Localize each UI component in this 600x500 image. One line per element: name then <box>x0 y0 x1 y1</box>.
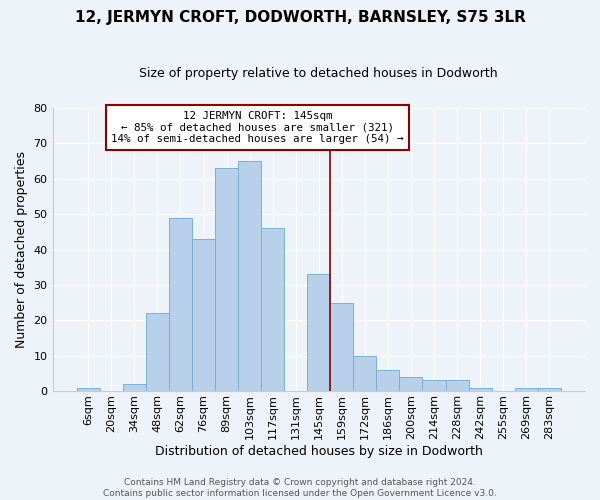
Bar <box>330 302 353 391</box>
Bar <box>376 370 400 391</box>
Bar <box>123 384 146 391</box>
Bar <box>238 161 261 391</box>
Bar <box>422 380 446 391</box>
Bar <box>77 388 100 391</box>
Bar <box>538 388 561 391</box>
Bar <box>469 388 491 391</box>
Bar <box>307 274 330 391</box>
Bar <box>261 228 284 391</box>
Bar <box>515 388 538 391</box>
X-axis label: Distribution of detached houses by size in Dodworth: Distribution of detached houses by size … <box>155 444 483 458</box>
Text: 12, JERMYN CROFT, DODWORTH, BARNSLEY, S75 3LR: 12, JERMYN CROFT, DODWORTH, BARNSLEY, S7… <box>74 10 526 25</box>
Text: 12 JERMYN CROFT: 145sqm
← 85% of detached houses are smaller (321)
14% of semi-d: 12 JERMYN CROFT: 145sqm ← 85% of detache… <box>111 111 404 144</box>
Bar <box>192 239 215 391</box>
Bar <box>353 356 376 391</box>
Bar <box>146 313 169 391</box>
Bar <box>169 218 192 391</box>
Bar <box>215 168 238 391</box>
Text: Contains HM Land Registry data © Crown copyright and database right 2024.
Contai: Contains HM Land Registry data © Crown c… <box>103 478 497 498</box>
Y-axis label: Number of detached properties: Number of detached properties <box>15 151 28 348</box>
Title: Size of property relative to detached houses in Dodworth: Size of property relative to detached ho… <box>139 68 498 80</box>
Bar <box>400 377 422 391</box>
Bar <box>446 380 469 391</box>
